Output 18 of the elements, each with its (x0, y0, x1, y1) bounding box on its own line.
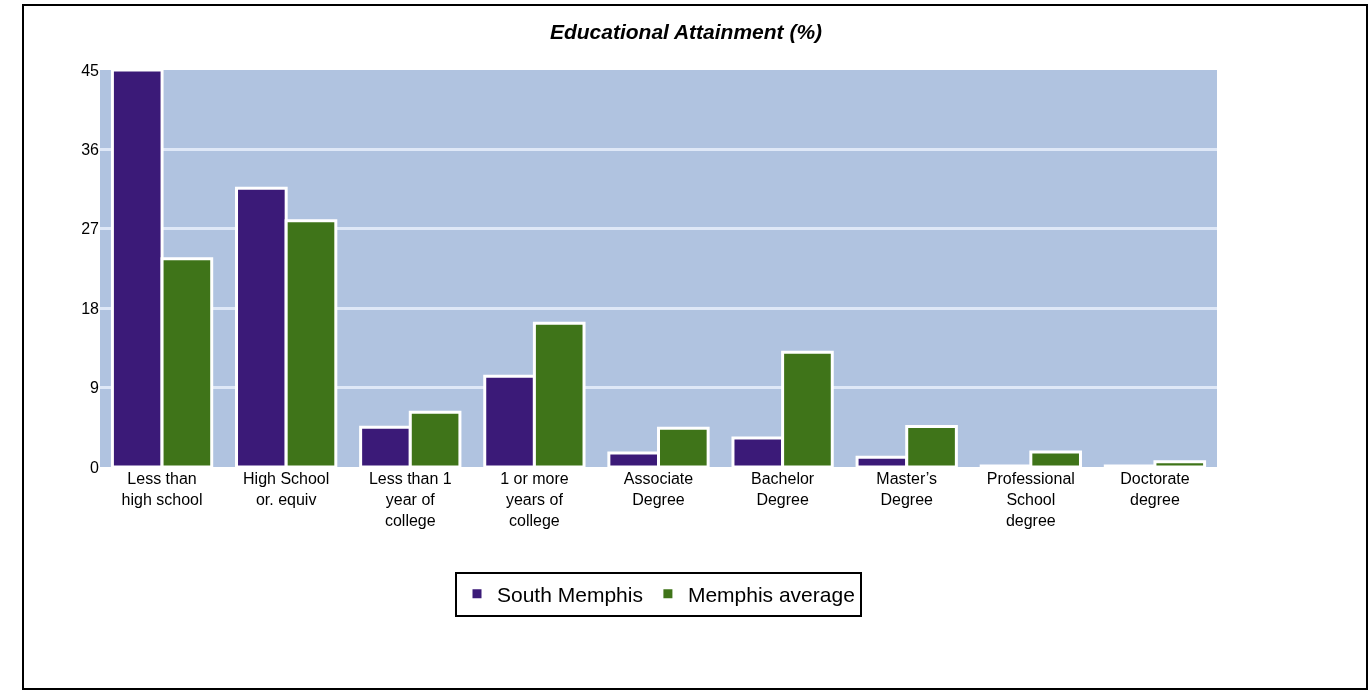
legend-label: South Memphis (497, 582, 643, 606)
x-tick-label: Bachelor Degree (751, 470, 815, 508)
x-tick-label: Master’s Degree (876, 470, 938, 508)
chart-title: Educational Attainment (%) (549, 19, 823, 43)
legend-label: Memphis average (687, 582, 855, 606)
y-tick-label: 45 (81, 61, 100, 79)
x-tick-label: 1 or more years of college (500, 470, 569, 529)
y-tick-label: 0 (90, 458, 100, 476)
x-tick-label: Associate Degree (623, 470, 694, 508)
y-tick-label: 9 (90, 379, 100, 397)
x-tick-label: Professional School degree (986, 470, 1075, 529)
y-tick-label: 36 (81, 141, 100, 158)
x-tick-label: Less than 1 year of college (368, 470, 452, 529)
y-tick-label: 18 (81, 299, 100, 317)
x-tick-label: Doctorate degree (1120, 470, 1190, 508)
y-tick-label: 27 (81, 220, 100, 238)
x-tick-label: Less than high school (121, 470, 203, 508)
x-tick-label: High School or. equiv (243, 470, 330, 508)
